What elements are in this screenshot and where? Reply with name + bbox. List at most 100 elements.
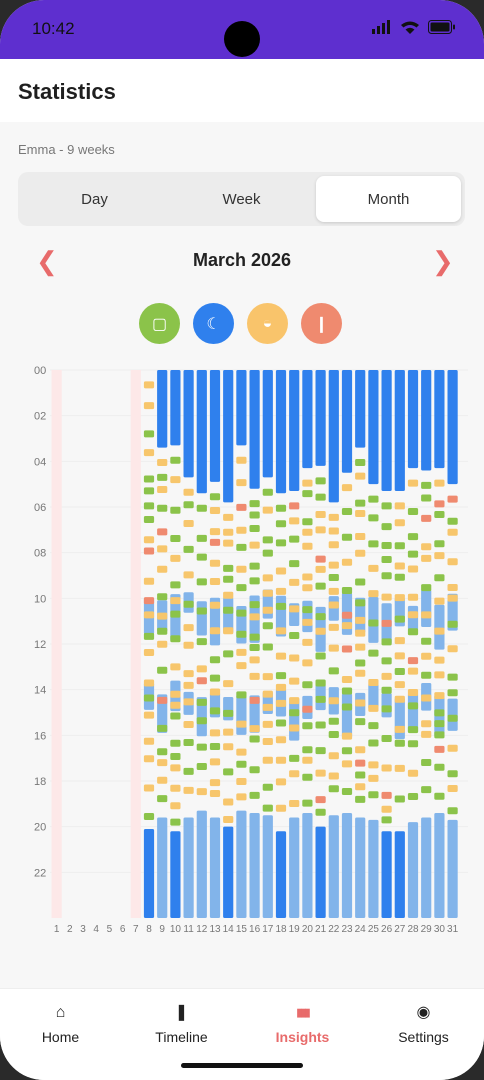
feed-block	[157, 565, 168, 573]
diaper-block	[249, 633, 260, 641]
diaper-block	[368, 791, 379, 799]
feed-block	[275, 627, 287, 635]
bottle-legend-icon[interactable]: ❙	[301, 303, 342, 344]
y-tick-label: 04	[34, 456, 46, 468]
diaper-block	[183, 767, 194, 775]
diaper-block	[249, 766, 260, 774]
diaper-block	[368, 649, 379, 657]
feed-block	[275, 587, 287, 595]
segment-day[interactable]: Day	[81, 190, 108, 208]
x-tick-label: 16	[249, 924, 261, 935]
feed-block	[209, 507, 221, 515]
feed-block	[170, 802, 181, 810]
evening-sleep-bar	[289, 817, 300, 918]
bottle-glyph: ❙	[314, 315, 329, 333]
next-month-button[interactable]: ❯	[432, 246, 454, 276]
diaper-block	[381, 502, 392, 510]
y-tick-label: 10	[34, 593, 46, 605]
feed-block	[355, 510, 366, 518]
diaper-block	[275, 719, 287, 727]
diaper-block	[368, 514, 379, 522]
feed-block	[236, 662, 247, 670]
diaper-block	[315, 721, 326, 729]
feed-block	[275, 683, 287, 691]
diaper-block	[368, 540, 379, 548]
tab-insights-label: Insights	[275, 1029, 330, 1045]
tab-timeline[interactable]: ❚ Timeline	[121, 1001, 242, 1045]
diaper-block	[302, 490, 313, 498]
x-tick-label: 27	[394, 924, 406, 935]
evening-sleep-bar	[275, 831, 287, 918]
diaper-block	[275, 672, 287, 680]
feed-block	[368, 590, 379, 598]
feed-block	[434, 627, 445, 635]
diaper-block	[341, 703, 353, 711]
insights-icon: ▮▮▮	[296, 1007, 310, 1019]
diaper-block	[157, 627, 168, 635]
bottle-block	[315, 555, 326, 563]
night-sleep-bar	[381, 370, 392, 492]
feed-block	[275, 699, 287, 707]
night-sleep-bar	[249, 370, 260, 489]
x-tick-label: 19	[289, 924, 301, 935]
tab-home[interactable]: ⌂ Home	[0, 1001, 121, 1045]
segment-month[interactable]: Month	[316, 176, 461, 222]
x-tick-label: 21	[315, 924, 327, 935]
status-bar: 10:42	[0, 0, 484, 59]
feed-block	[183, 520, 194, 528]
diaper-block	[407, 508, 419, 516]
diaper-block	[355, 795, 366, 803]
diaper-block	[341, 687, 353, 695]
diaper-block	[196, 743, 207, 751]
feed-block	[434, 692, 445, 700]
bottle-block	[249, 696, 260, 704]
diaper-block	[157, 504, 168, 512]
diaper-block	[143, 515, 155, 523]
diaper-block	[170, 739, 181, 747]
tab-insights[interactable]: ▮▮▮ Insights	[242, 1001, 363, 1045]
night-sleep-bar	[157, 370, 168, 448]
app-header: Statistics	[0, 59, 484, 122]
feeding-legend-icon[interactable]: ◒	[247, 303, 288, 344]
feed-block	[447, 744, 458, 752]
feed-block	[302, 528, 313, 536]
feed-block	[143, 755, 155, 763]
bottle-block	[196, 677, 207, 685]
feed-block	[143, 381, 155, 389]
diaper-block	[315, 613, 326, 621]
evening-sleep-bar	[381, 831, 392, 918]
diaper-legend-icon[interactable]: ▢	[139, 303, 180, 344]
night-sleep-bar	[341, 370, 353, 473]
feed-block	[183, 670, 194, 678]
feed-block	[209, 627, 221, 635]
tab-settings[interactable]: ◉ Settings	[363, 1001, 484, 1045]
feed-block	[209, 758, 221, 766]
bottle-block	[341, 611, 353, 619]
prev-month-button[interactable]: ❮	[36, 246, 58, 276]
sleep-legend-icon[interactable]: ☾	[193, 303, 234, 344]
diaper-block	[249, 511, 260, 519]
feed-block	[236, 456, 247, 464]
evening-sleep-bar	[170, 831, 181, 918]
feed-block	[315, 565, 326, 573]
feed-block	[157, 459, 168, 467]
diaper-block	[236, 630, 247, 638]
feed-block	[183, 681, 194, 689]
clock: 10:42	[32, 19, 75, 38]
x-tick-label: 17	[262, 924, 274, 935]
evening-sleep-bar	[183, 817, 194, 918]
tab-timeline-label: Timeline	[155, 1029, 208, 1045]
diaper-block	[249, 791, 260, 799]
feed-block	[394, 562, 405, 570]
diaper-block	[421, 637, 432, 645]
feed-block	[289, 724, 300, 732]
feed-block	[407, 667, 419, 675]
feed-block	[328, 623, 339, 631]
feed-block	[328, 601, 339, 609]
segment-week[interactable]: Week	[222, 190, 261, 208]
diaper-block	[275, 504, 287, 512]
feed-block	[223, 591, 234, 599]
x-tick-label: 29	[421, 924, 433, 935]
